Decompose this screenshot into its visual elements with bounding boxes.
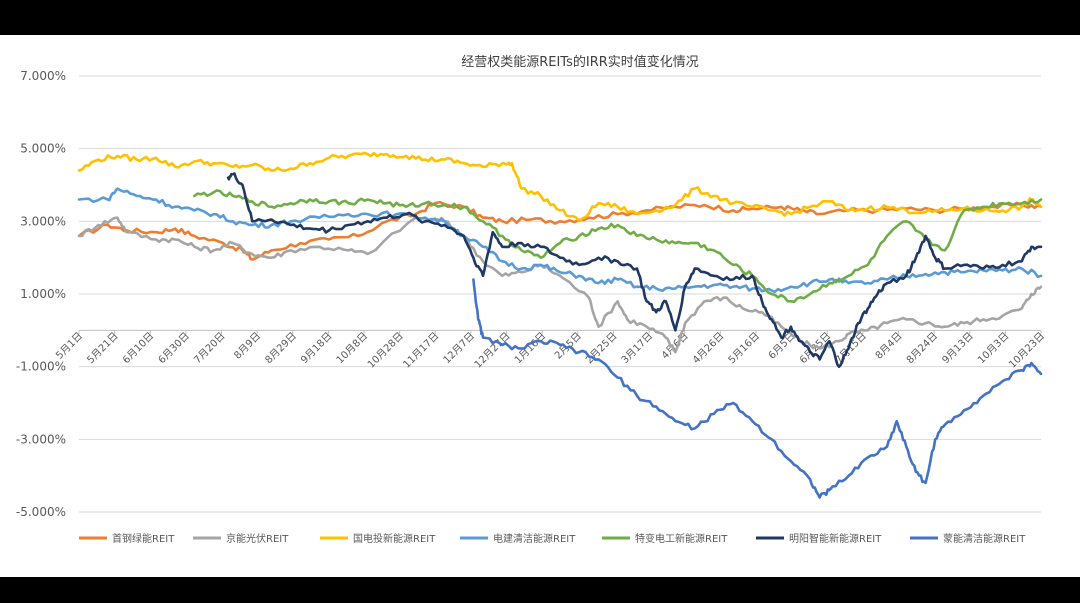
legend-label: 蒙能清洁能源REIT [943,532,1026,545]
y-tick-label: -1.000% [16,360,66,374]
legend-label: 电建清洁能源REIT [493,532,576,545]
x-tick-label: 8月24日 [904,330,940,366]
x-tick-label: 6月10日 [120,330,156,366]
x-tick-label: 12月27日 [472,330,513,371]
x-tick-label: 8月9日 [232,330,264,362]
series-lines [77,151,1043,499]
x-tick-label: 8月4日 [873,330,905,362]
x-tick-label: 12月7日 [441,330,477,366]
y-tick-label: 7.000% [20,69,66,83]
legend-label: 京能光伏REIT [226,532,289,545]
legend: 首钢绿能REIT 京能光伏REIT 国电投新能源REIT 电建清洁能源REIT 特变电工… [79,532,1026,545]
x-tick-label: 9月18日 [298,330,334,366]
series-line-4 [193,189,1043,304]
y-tick-label: 3.000% [20,214,66,228]
series-line-6 [472,278,1043,499]
x-tick-label: 4月26日 [690,330,726,366]
x-tick-label: 7月15日 [833,330,869,366]
x-tick-label: 3月17日 [619,330,655,366]
gridlines [79,75,1041,513]
legend-label: 首钢绿能REIT [112,532,175,545]
legend-label: 国电投新能源REIT [353,532,436,545]
y-tick-label: 1.000% [20,287,66,301]
x-tick-label: 8月29日 [263,330,299,366]
y-tick-label: -5.000% [16,505,66,519]
chart-title: 经营权类能源REITs的IRR实时值变化情况 [461,54,699,70]
x-tick-label: 6月30日 [156,330,192,366]
x-tick-label: 10月3日 [975,330,1011,366]
x-tick-label: 7月20日 [192,330,228,366]
series-line-2 [77,151,1043,223]
line-chart: 经营权类能源REITs的IRR实时值变化情况 7.000% 5.000% 3.000… [16,54,1047,545]
x-tick-label: 5月1日 [53,330,85,362]
x-tick-label: 11月17日 [401,330,442,371]
y-tick-label: 5.000% [20,142,66,156]
legend-label: 特变电工新能源REIT [635,532,728,545]
y-tick-label: -3.000% [16,432,66,446]
x-tick-label: 2月5日 [552,330,584,362]
x-tick-label: 10月28日 [365,330,406,371]
series-line-5 [226,172,1043,368]
x-axis-ticks: 5月1日 5月21日 6月10日 6月30日 7月20日 8月9日 8月29日 9月18日 10… [53,330,1047,371]
series-line-0 [77,200,1043,261]
x-tick-label: 5月16日 [726,330,762,366]
legend-label: 明阳智能新能源REIT [789,532,882,545]
series-line-3 [77,187,1043,294]
x-tick-label: 9月13日 [940,330,976,366]
chart-frame: 经营权类能源REITs的IRR实时值变化情况 7.000% 5.000% 3.000… [0,35,1080,577]
x-tick-label: 10月8日 [334,330,370,366]
x-tick-label: 5月21日 [85,330,121,366]
series-line-1 [77,216,1043,354]
y-axis-ticks: 7.000% 5.000% 3.000% 1.000% -1.000% -3.000% -5… [16,69,66,519]
